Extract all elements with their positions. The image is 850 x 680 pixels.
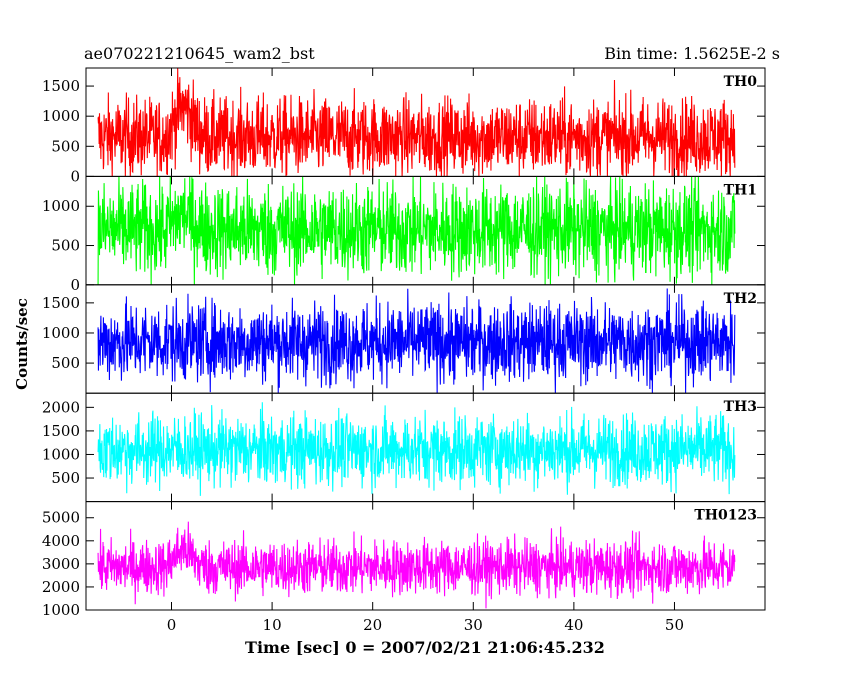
x-tick-label: 30 [464, 616, 483, 634]
y-tick-label: 1500 [42, 77, 80, 95]
series-label: TH0 [724, 74, 758, 90]
y-tick-label: 500 [51, 237, 80, 255]
y-tick-label: 1500 [42, 422, 80, 440]
bin-time-label: Bin time: 1.5625E-2 s [604, 44, 780, 63]
series-trace-th0 [97, 68, 736, 177]
y-tick-label: 1000 [42, 107, 80, 125]
y-axis-label: Counts/sec [13, 298, 31, 390]
y-tick-label: 500 [51, 469, 80, 487]
series-trace-th3 [97, 402, 736, 496]
x-axis-label: Time [sec] 0 = 2007/02/21 21:06:45.232 [245, 638, 605, 657]
x-tick-label: 0 [167, 616, 177, 634]
x-tick-label: 40 [564, 616, 583, 634]
series-trace-th1 [97, 176, 736, 285]
panel-frame [85, 501, 766, 611]
x-tick-label: 10 [263, 616, 282, 634]
observation-id: ae070221210645_wam2_bst [84, 44, 315, 63]
y-tick-label: 1000 [42, 197, 80, 215]
y-tick-label: 0 [70, 167, 80, 185]
y-tick-label: 0 [70, 276, 80, 294]
series-label: TH1 [724, 182, 757, 198]
y-tick-label: 2000 [42, 578, 80, 596]
series-label: TH3 [724, 399, 757, 415]
x-tick-label: 50 [665, 616, 684, 634]
y-tick-label: 1000 [42, 445, 80, 463]
y-tick-label: 1000 [42, 324, 80, 342]
series-trace-th2 [97, 288, 736, 394]
y-tick-label: 500 [51, 137, 80, 155]
y-tick-label: 2000 [42, 398, 80, 416]
y-tick-label: 1500 [42, 294, 80, 312]
series-label: TH0123 [694, 508, 757, 524]
y-tick-label: 5000 [42, 509, 80, 527]
series-trace-th0123 [97, 521, 736, 609]
y-tick-label: 4000 [42, 532, 80, 550]
series-label: TH2 [724, 291, 757, 307]
y-tick-label: 500 [51, 354, 80, 372]
y-tick-label: 3000 [42, 555, 80, 573]
x-tick-label: 20 [363, 616, 382, 634]
y-tick-label: 1000 [42, 601, 80, 619]
